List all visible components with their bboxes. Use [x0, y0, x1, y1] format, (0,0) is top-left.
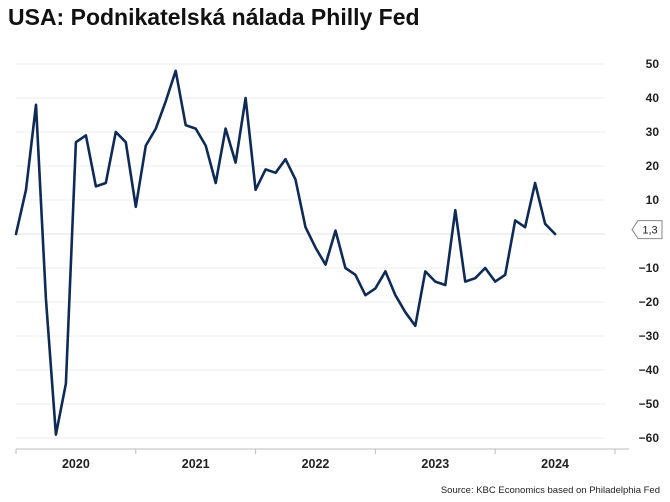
y-tick-label: −60 [639, 431, 660, 445]
source-note: Source: KBC Economics based on Philadelp… [440, 485, 660, 496]
y-tick-label: −10 [639, 261, 660, 275]
x-tick-label: 2024 [541, 457, 569, 471]
y-tick-label: 20 [646, 159, 660, 173]
y-tick-label: −50 [639, 397, 660, 411]
last-value-label: 1,3 [642, 225, 657, 237]
x-tick-label: 2023 [421, 457, 449, 471]
x-tick-label: 2020 [62, 457, 90, 471]
y-tick-label: −30 [639, 329, 660, 343]
y-tick-label: 40 [646, 91, 660, 105]
y-tick-label: 50 [646, 57, 660, 71]
y-tick-label: 10 [646, 193, 660, 207]
y-tick-label: −40 [639, 363, 660, 377]
y-tick-label: −20 [639, 295, 660, 309]
x-tick-label: 2022 [302, 457, 330, 471]
chart-title: USA: Podnikatelská nálada Philly Fed [8, 4, 420, 30]
last-value-marker [631, 220, 663, 240]
y-tick-label: 30 [646, 125, 660, 139]
series-line [14, 69, 557, 436]
x-tick-label: 2021 [182, 457, 210, 471]
